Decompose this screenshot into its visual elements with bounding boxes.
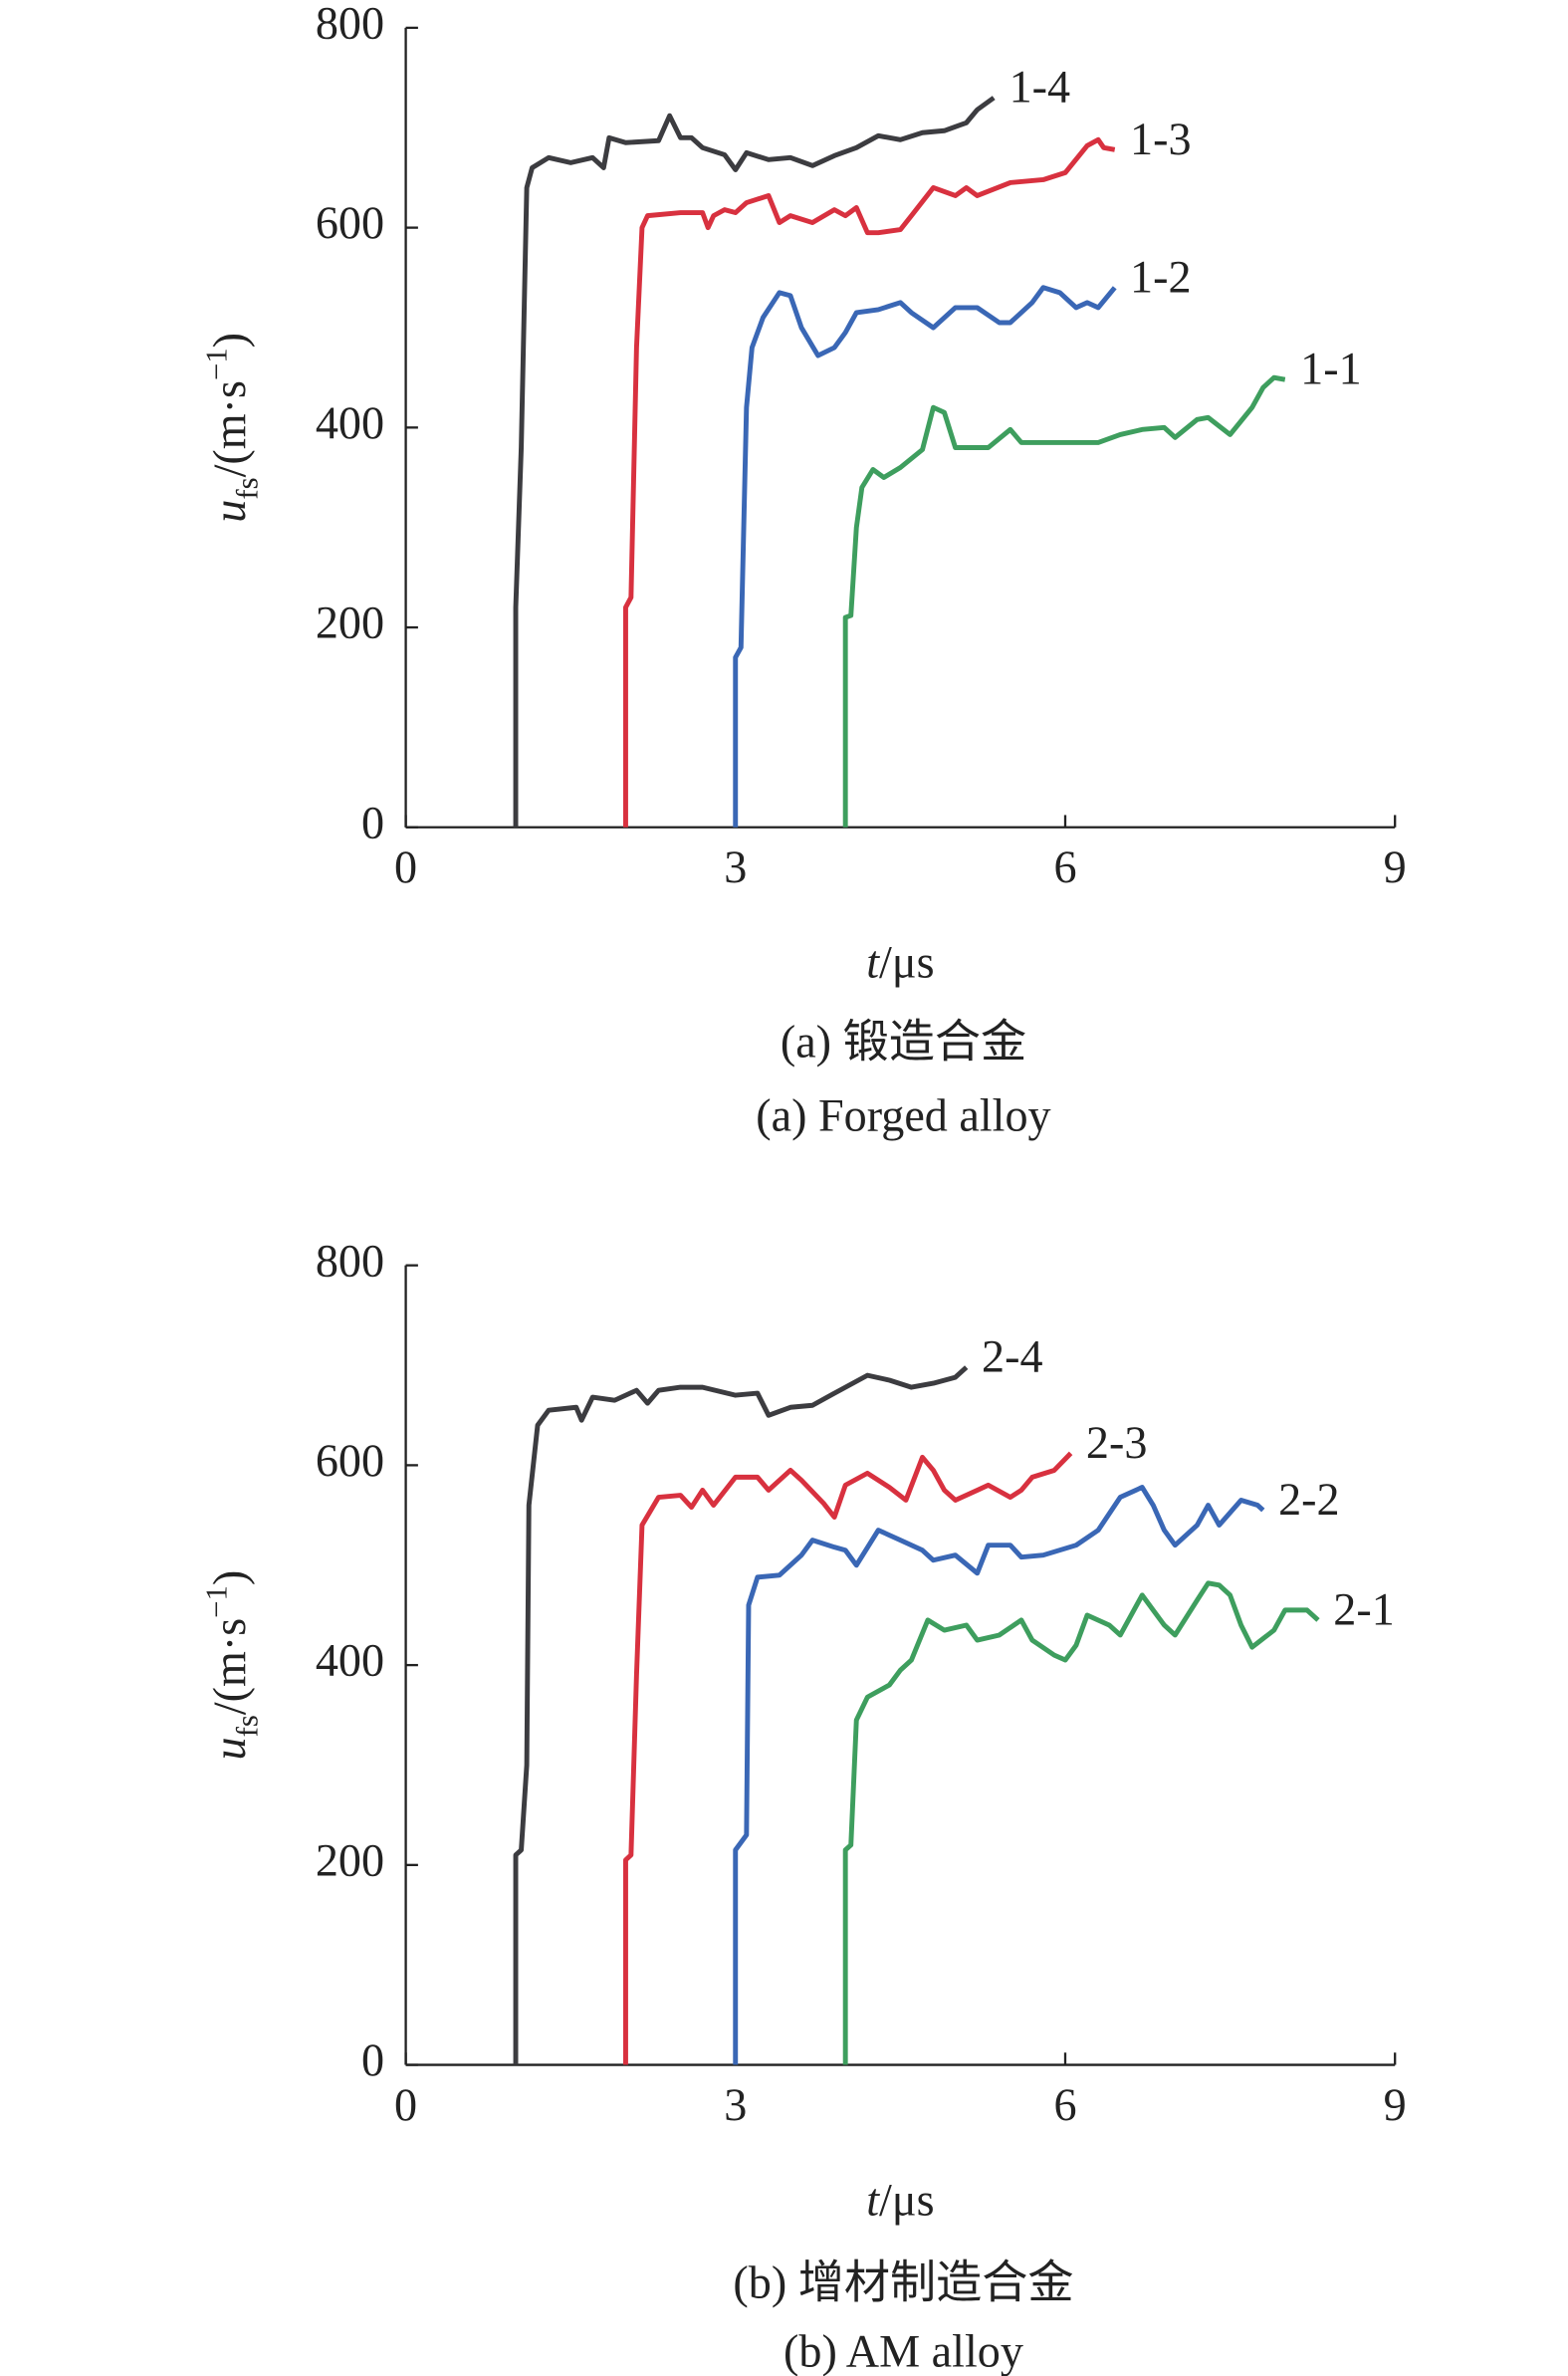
- chart: 0 200 400 600 800 0 3 6 9 t/μs ufs/(m·s−1) 1-4 1-3 1-…: [200, 0, 1407, 1140]
- chart: 0 200 400 600 800 0 3 6 9 t/μs ufs/(m·s−1) 2-4 2-3 2-…: [200, 1235, 1407, 2376]
- series-label: 2-1: [1333, 1583, 1395, 1634]
- y-label-part: fs: [230, 477, 264, 499]
- x-label-part: /μs: [879, 2174, 934, 2225]
- x-tick-label: 6: [1053, 841, 1076, 892]
- x-tick-label: 0: [394, 841, 417, 892]
- series-label: 2-4: [982, 1330, 1043, 1381]
- y-label-part: /(m·s: [204, 1618, 255, 1715]
- data-line: [513, 96, 996, 828]
- x-label-part: /μs: [879, 937, 934, 988]
- series-label: 1-4: [1009, 62, 1071, 113]
- y-tick-label: 200: [316, 597, 384, 648]
- series-label: 2-3: [1086, 1417, 1148, 1468]
- y-label-part: ): [204, 333, 255, 348]
- y-tick-label: 800: [316, 0, 384, 48]
- y-tick-label: 400: [316, 397, 384, 448]
- x-tick-label: 0: [394, 2079, 417, 2130]
- series-label: 1-2: [1130, 251, 1192, 302]
- series-label: 1-3: [1130, 114, 1192, 164]
- x-tick-label: 3: [724, 841, 747, 892]
- caption: (b) 增材制造合金: [733, 2257, 1073, 2307]
- y-axis-label: ufs/(m·s−1): [200, 1570, 265, 1761]
- x-tick-label: 6: [1053, 2079, 1076, 2130]
- caption: (b) AM alloy: [784, 2326, 1023, 2376]
- caption: (a) 锻造合金: [781, 1016, 1026, 1067]
- y-label-part: fs: [230, 1715, 264, 1737]
- y-label-part: /(m·s: [204, 380, 255, 477]
- data-line: [842, 374, 1286, 828]
- y-label-part: −1: [200, 1585, 234, 1618]
- y-tick-label: 600: [316, 197, 384, 248]
- data-line: [842, 1580, 1320, 2065]
- y-tick-label: 0: [361, 2034, 384, 2085]
- y-axis-label: ufs/(m·s−1): [200, 333, 265, 523]
- y-label-part: ): [204, 1570, 255, 1585]
- y-tick-label: 200: [316, 1834, 384, 1885]
- caption: (a) Forged alloy: [756, 1089, 1050, 1140]
- y-tick-label: 400: [316, 1635, 384, 1686]
- x-axis-label: t/μs: [866, 937, 934, 988]
- x-tick-label: 9: [1384, 841, 1407, 892]
- data-line: [733, 285, 1117, 828]
- series-label: 1-1: [1300, 344, 1362, 394]
- series-label: 2-2: [1278, 1474, 1339, 1525]
- data-line: [513, 1365, 969, 2065]
- data-line: [623, 136, 1116, 828]
- y-tick-label: 600: [316, 1435, 384, 1486]
- y-label-part: −1: [200, 348, 234, 380]
- y-label-part: u: [204, 500, 255, 523]
- y-tick-label: 0: [361, 797, 384, 847]
- x-label-part: t: [866, 2174, 880, 2225]
- y-label-part: u: [204, 1737, 255, 1760]
- x-tick-label: 9: [1384, 2079, 1407, 2130]
- x-tick-label: 3: [724, 2079, 747, 2130]
- x-axis-label: t/μs: [866, 2174, 934, 2225]
- y-tick-label: 800: [316, 1235, 384, 1286]
- data-line: [733, 1485, 1265, 2065]
- data-line: [623, 1451, 1073, 2065]
- x-label-part: t: [866, 937, 880, 988]
